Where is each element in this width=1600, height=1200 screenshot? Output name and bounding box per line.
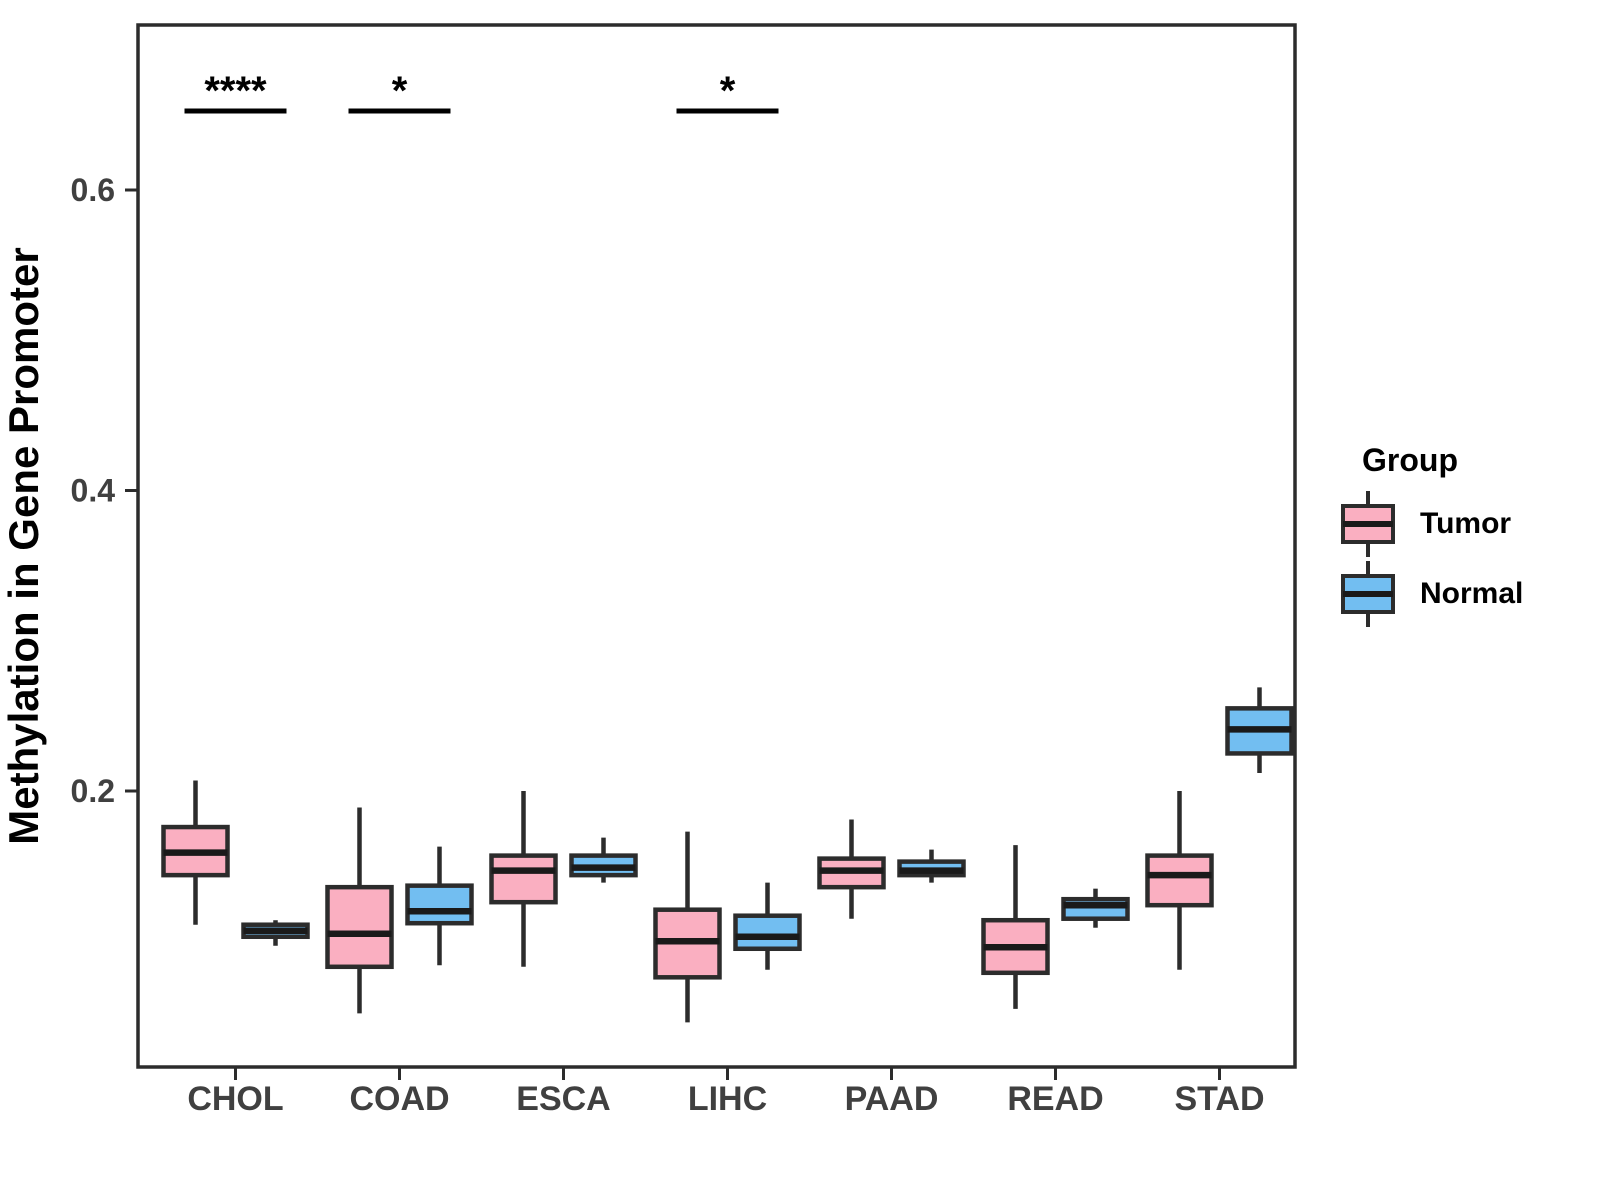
iqr-box-normal-LIHC — [733, 913, 802, 952]
significance-label-CHOL: **** — [204, 69, 267, 113]
box-normal-STAD — [1225, 687, 1294, 773]
y-tick-label-0.4: 0.4 — [71, 473, 116, 509]
box-tumor-LIHC — [653, 831, 722, 1023]
box-tumor-STAD — [1145, 791, 1214, 970]
legend-title: Group — [1362, 442, 1458, 478]
box-tumor-CHOL — [161, 780, 230, 925]
x-tick-label-READ: READ — [1007, 1080, 1103, 1118]
iqr-box-tumor-COAD — [325, 884, 394, 970]
axes-layer: 0.2 0.4 0.6 CHOL COAD ESCA LIHC PAAD READ STAD — [71, 172, 1265, 1118]
x-tick-label-ESCA: ESCA — [516, 1080, 610, 1118]
box-tumor-READ — [981, 845, 1050, 1009]
y-tick-label-0.2: 0.2 — [71, 773, 115, 809]
legend-swatch-normal-icon — [1341, 561, 1395, 627]
box-tumor-COAD — [325, 807, 394, 1014]
legend-swatch-tumor-icon — [1341, 491, 1395, 557]
iqr-box-tumor-STAD — [1145, 853, 1214, 908]
significance-label-COAD: * — [392, 69, 408, 113]
x-tick-label-STAD: STAD — [1174, 1080, 1264, 1118]
significance-label-LIHC: * — [720, 69, 736, 113]
legend-item-tumor: Tumor — [1340, 489, 1600, 559]
y-tick-label-0.6: 0.6 — [71, 172, 115, 208]
legend-label-normal: Normal — [1420, 577, 1524, 610]
iqr-box-tumor-ESCA — [489, 853, 558, 905]
legend-item-normal: Normal — [1340, 559, 1600, 629]
x-tick-label-COAD: COAD — [349, 1080, 449, 1118]
significance-layer: **** * * — [184, 69, 779, 114]
box-normal-LIHC — [733, 882, 802, 970]
iqr-box-normal-COAD — [405, 883, 474, 926]
x-tick-label-PAAD: PAAD — [845, 1080, 939, 1118]
legend-label-tumor: Tumor — [1420, 507, 1512, 540]
x-tick-label-CHOL: CHOL — [187, 1080, 283, 1118]
box-normal-READ — [1061, 888, 1130, 928]
y-axis-title: Methylation in Gene Promoter — [0, 247, 47, 844]
box-tumor-ESCA — [489, 791, 558, 967]
box-normal-COAD — [405, 846, 474, 966]
x-tick-label-LIHC: LIHC — [688, 1080, 767, 1118]
boxes-layer — [161, 687, 1294, 1023]
box-normal-PAAD — [897, 849, 966, 883]
box-normal-ESCA — [569, 837, 638, 883]
box-tumor-PAAD — [817, 819, 886, 919]
box-normal-CHOL — [241, 920, 310, 946]
legend: Group Tumor Normal — [1340, 442, 1600, 629]
